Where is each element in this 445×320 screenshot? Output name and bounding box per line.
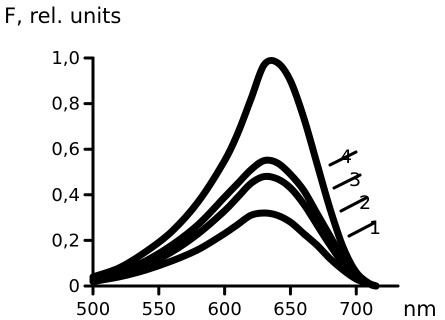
series-4-line <box>89 56 380 290</box>
x-tick-label-650: 650 <box>273 299 307 320</box>
y-tick-label-0-6: 0,6 <box>51 139 80 160</box>
series-3-line <box>89 156 380 290</box>
x-tick-label-600: 600 <box>207 299 241 320</box>
y-tick-label-0-2: 0,2 <box>51 230 80 251</box>
y-tick-label-0: 0 <box>69 276 80 297</box>
y-tick-label-1: 1,0 <box>51 48 80 69</box>
series-label-group: 1 234 <box>328 146 381 239</box>
series-4-label: 4 <box>340 146 352 168</box>
y-ticks <box>83 56 95 288</box>
y-axis-title: F, rel. units <box>4 4 121 28</box>
series-2-leader-line <box>339 196 368 213</box>
series-group <box>89 56 380 290</box>
y-tick-label-0-4: 0,4 <box>51 185 80 206</box>
x-tick-label-500: 500 <box>76 299 110 320</box>
series-2-label: 2 <box>359 192 371 214</box>
x-axis-title: nm <box>403 297 437 320</box>
x-tick-label-550: 550 <box>142 299 176 320</box>
series-3-leader-line <box>332 173 362 190</box>
y-tick-label-0-8: 0,8 <box>51 94 80 115</box>
series-1-leader-line <box>347 221 376 238</box>
series-4-leader-line <box>328 150 358 167</box>
series-1-label: 1 <box>369 217 381 239</box>
y-tick-labels: 0 0,2 0,4 0,6 0,8 1,0 <box>51 48 80 297</box>
series-3-label: 3 <box>349 169 361 191</box>
x-tick-labels: 500 550 600 650 700 <box>76 299 374 320</box>
series-1-line <box>89 209 380 290</box>
x-tick-label-700: 700 <box>339 299 373 320</box>
